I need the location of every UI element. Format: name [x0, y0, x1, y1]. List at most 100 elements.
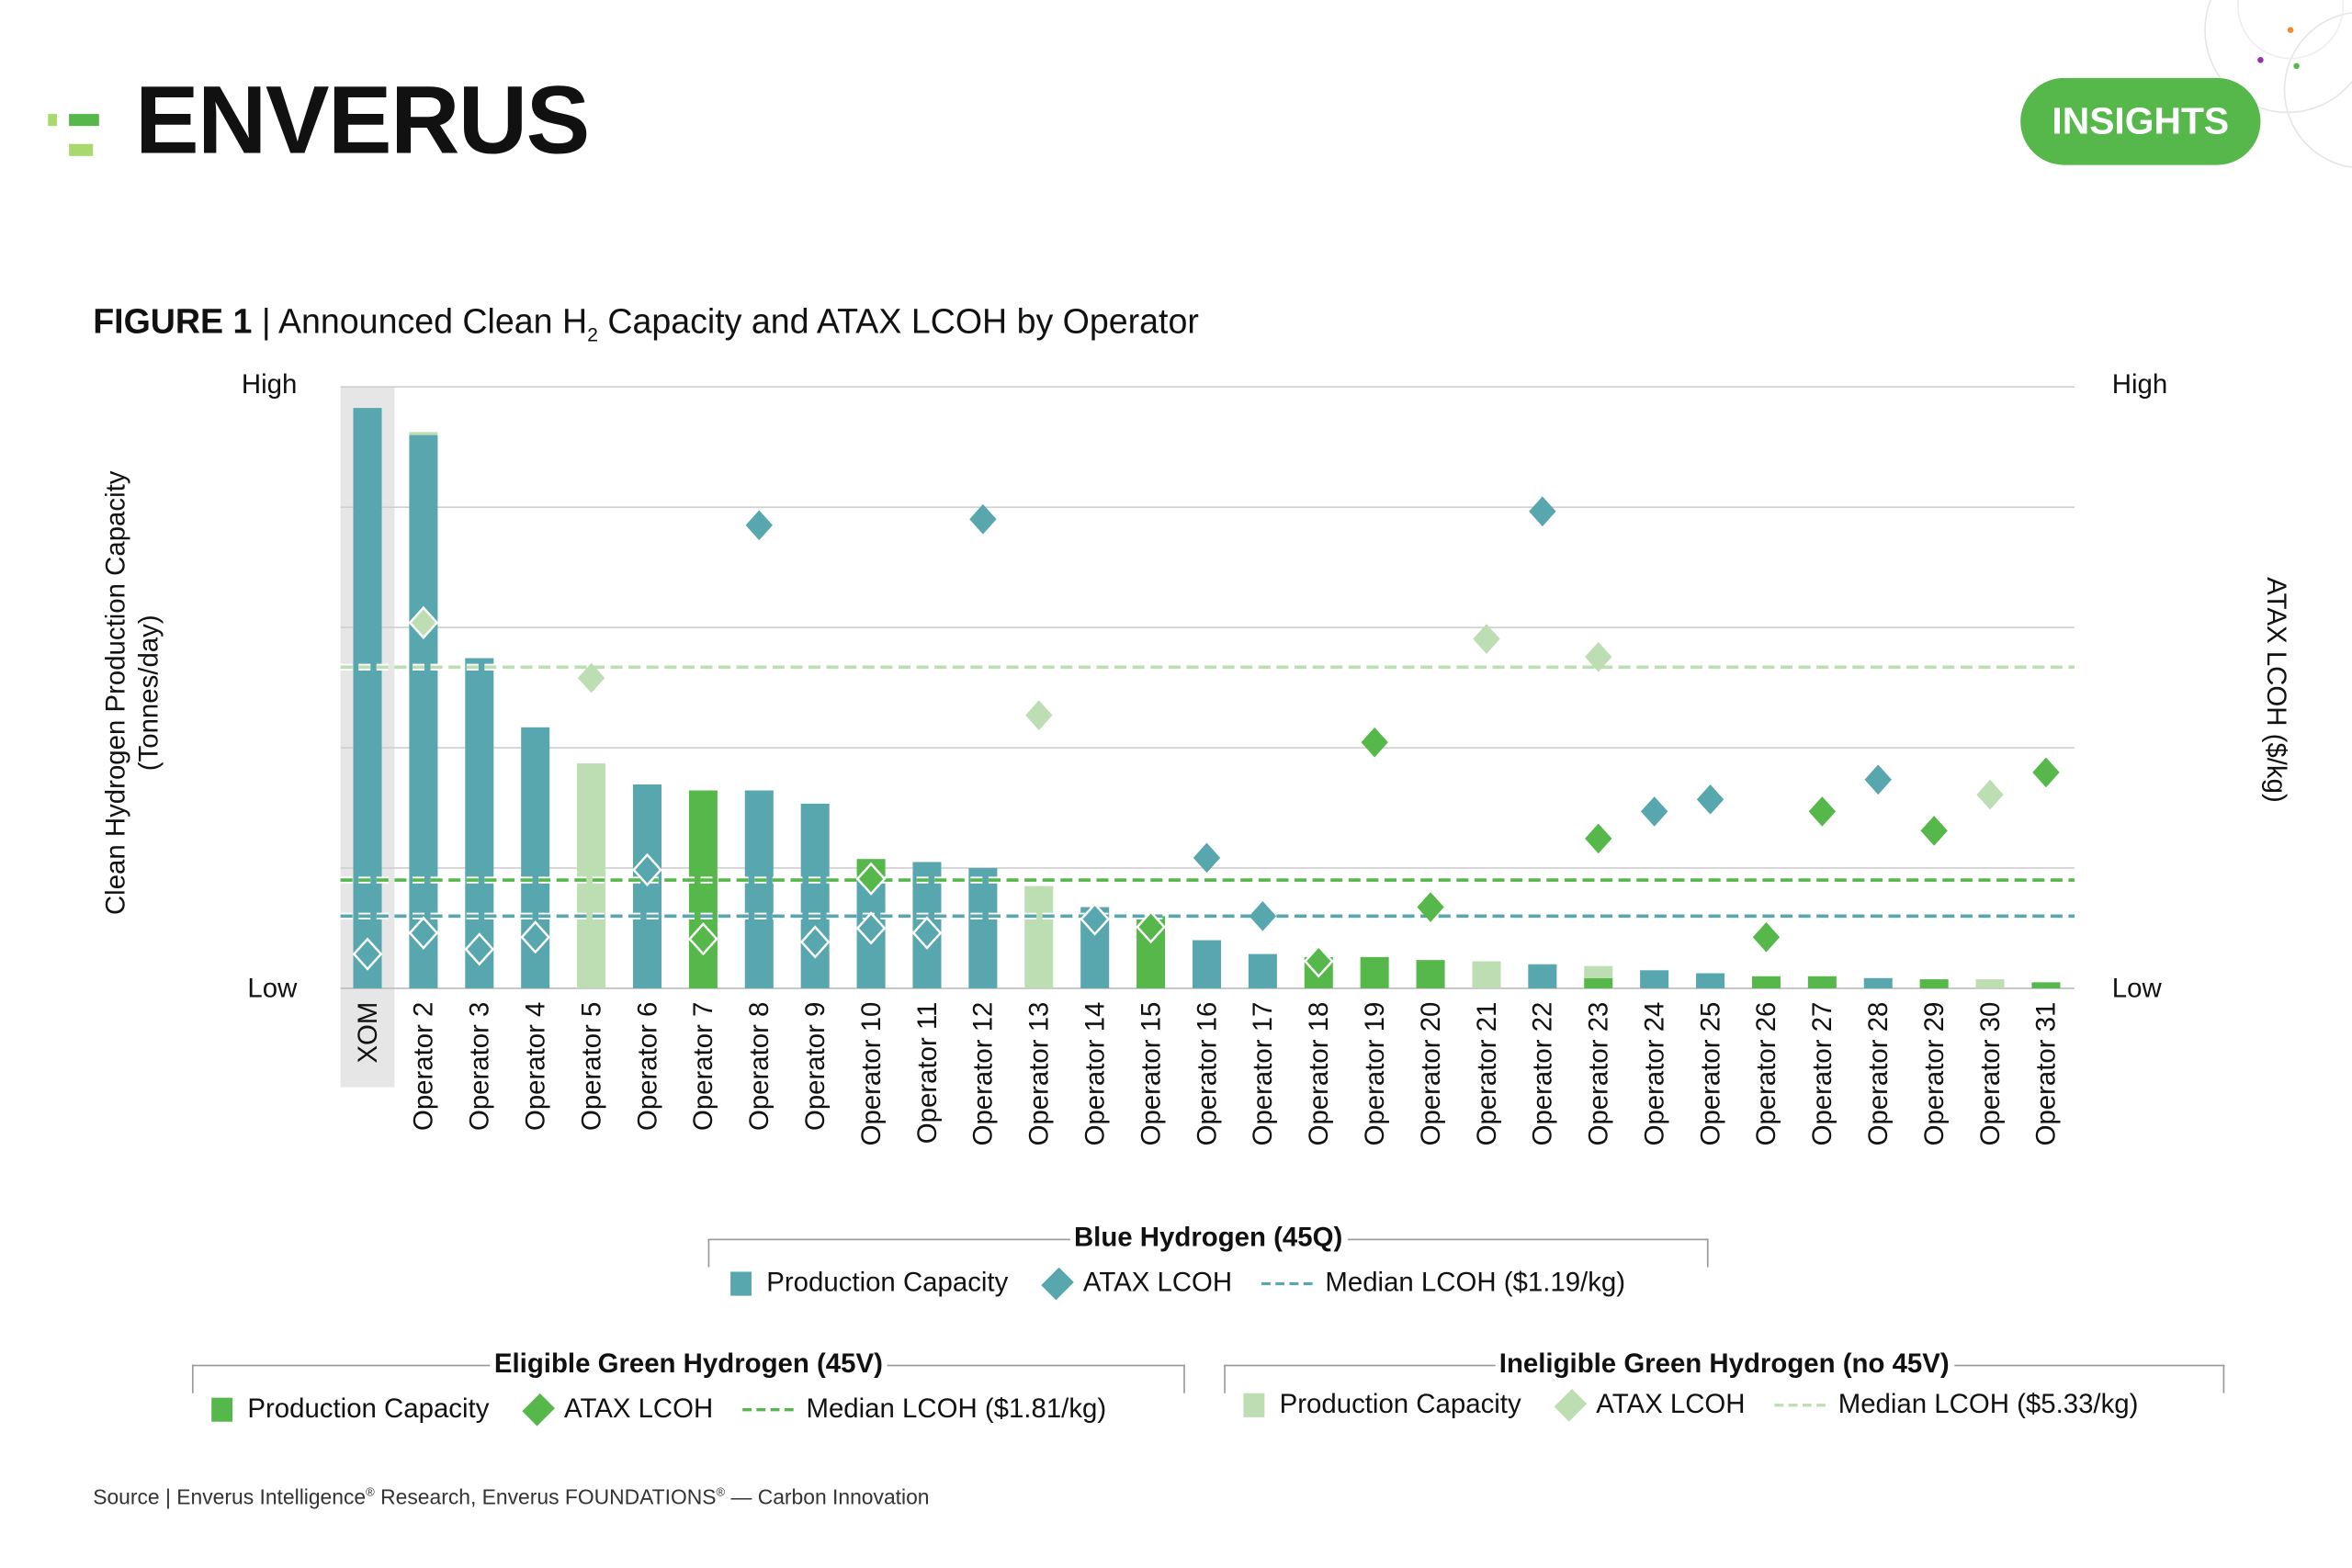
- left-axis-low: Low: [247, 973, 298, 1004]
- capacity-bar: [1975, 979, 2005, 988]
- lcoh-diamond: [1249, 901, 1277, 931]
- legend-label: Production Capacity: [247, 1393, 490, 1424]
- capacity-bar: [1919, 979, 1949, 988]
- x-tick-label: Operator 30: [1975, 1002, 2006, 1146]
- green-dash-line-icon: [742, 1407, 795, 1411]
- lcoh-diamond: [577, 662, 605, 694]
- lcoh-diamond: [1529, 496, 1556, 527]
- legend-ineligible-items: Production Capacity ATAX LCOH Median LCO…: [1243, 1388, 2139, 1421]
- capacity-bar: [409, 434, 438, 988]
- capacity-bar: [1192, 940, 1221, 988]
- lcoh-diamond: [520, 920, 551, 954]
- source-text: Source | Enverus Intelligence: [93, 1484, 367, 1509]
- x-tick-label: Operator 22: [1528, 1002, 1558, 1146]
- legend-label: Production Capacity: [1279, 1388, 1521, 1419]
- capacity-bar: [1024, 886, 1054, 988]
- lcoh-diamond: [1976, 779, 2004, 810]
- x-tick-label: Operator 12: [968, 1002, 999, 1146]
- figure-title-text: Announced Clean H: [277, 301, 588, 341]
- x-tick-label: Operator 27: [1807, 1002, 1838, 1146]
- capacity-bar: [1472, 961, 1501, 988]
- x-tick-label: Operator 17: [1248, 1002, 1278, 1146]
- lcoh-diamond: [855, 862, 887, 896]
- capacity-bar: [1248, 953, 1277, 988]
- x-tick-label: Operator 26: [1751, 1002, 1781, 1146]
- lcoh-diamond: [1417, 892, 1444, 922]
- legend-label: ATAX LCOH: [1082, 1267, 1233, 1298]
- figure-title-subscript: 2: [587, 322, 598, 346]
- x-tick-label: Operator 16: [1192, 1002, 1222, 1146]
- capacity-bar: [1584, 977, 1613, 988]
- capacity-bar: [353, 408, 382, 988]
- left-axis-high: High: [241, 368, 298, 400]
- legend-blue-title: Blue Hydrogen (45Q): [1069, 1222, 1348, 1254]
- x-tick-label: Operator 25: [1695, 1002, 1725, 1146]
- x-tick-label: Operator 6: [632, 1002, 662, 1131]
- insights-badge: INSIGHTS: [2020, 77, 2261, 165]
- lcoh-diamond: [911, 916, 943, 950]
- capacity-lcoh-chart: XOM Operator 2 Operator 3 Operator 4 Operato…: [340, 386, 2075, 1146]
- lcoh-diamond: [855, 911, 887, 945]
- lcoh-diamond: [969, 503, 997, 535]
- lcoh-diamond: [1303, 944, 1334, 978]
- legend-green-title: Eligible Green Hydrogen (45V): [490, 1348, 888, 1381]
- capacity-bar: [577, 763, 606, 988]
- legend-label: Median LCOH ($1.19/kg): [1325, 1267, 1626, 1298]
- blue-capacity-swatch: [730, 1270, 752, 1295]
- capacity-bar: [688, 790, 718, 988]
- legend-label: Median LCOH ($5.33/kg): [1838, 1388, 2139, 1419]
- x-tick-label: Operator 20: [1416, 1002, 1446, 1146]
- lcoh-diamond: [1025, 700, 1053, 731]
- x-tick-label: Operator 11: [912, 1002, 943, 1145]
- lcoh-diamond: [1920, 816, 1948, 846]
- x-tick-label: Operator 7: [688, 1002, 718, 1131]
- right-axis-high: High: [2111, 368, 2168, 400]
- figure-title: FIGURE 1 | Announced Clean H2 Capacity a…: [93, 301, 1199, 346]
- x-tick-label: Operator 5: [576, 1002, 606, 1131]
- x-tick-label: Operator 3: [465, 1002, 495, 1131]
- registered-mark: ®: [366, 1484, 375, 1499]
- legend-label: ATAX LCOH: [564, 1393, 714, 1424]
- lcoh-diamond: [1585, 823, 1612, 854]
- lcoh-diamond: [408, 916, 439, 950]
- capacity-bar: [1863, 977, 1893, 988]
- x-tick-label: Operator 28: [1863, 1002, 1894, 1146]
- capacity-bar: [1416, 960, 1445, 988]
- x-tick-label: Operator 4: [520, 1002, 550, 1131]
- legend-label: Production Capacity: [766, 1267, 1009, 1298]
- registered-mark: ®: [716, 1484, 726, 1499]
- x-tick-label: Operator 31: [2031, 1002, 2062, 1146]
- source-note: Source | Enverus Intelligence® Research,…: [93, 1484, 929, 1508]
- ineligible-dash-line-icon: [1775, 1403, 1826, 1406]
- capacity-bar: [968, 867, 998, 988]
- figure-label: FIGURE 1: [93, 301, 253, 341]
- capacity-bar: [1807, 976, 1837, 988]
- lcoh-diamond: [1752, 921, 1781, 953]
- source-text: Research, Enverus FOUNDATIONS: [374, 1484, 717, 1509]
- capacity-bar: [744, 790, 774, 988]
- capacity-bar: [1751, 976, 1781, 988]
- x-tick-label: Operator 10: [856, 1002, 887, 1146]
- lcoh-diamond: [632, 852, 662, 887]
- legend-green: Eligible Green Hydrogen (45V): [191, 1348, 1185, 1393]
- legend-label: Median LCOH ($1.81/kg): [806, 1393, 1107, 1424]
- lcoh-diamond: [408, 605, 439, 640]
- lcoh-diamond: [1193, 842, 1221, 874]
- capacity-bar: [1584, 965, 1613, 978]
- figure-title-text-end: Capacity and ATAX LCOH by Operator: [597, 301, 1199, 341]
- lcoh-diamond: [745, 510, 773, 541]
- lcoh-diamond: [1640, 796, 1668, 827]
- legend-blue-items: Production Capacity ATAX LCOH Median LCO…: [730, 1266, 1626, 1300]
- right-axis-low: Low: [2111, 973, 2162, 1004]
- lcoh-diamond: [1585, 641, 1612, 672]
- capacity-bar: [1640, 970, 1669, 988]
- decorative-circles: [2204, 0, 2352, 168]
- legend-ineligible-title: Ineligible Green Hydrogen (no 45V): [1494, 1348, 1954, 1381]
- x-tick-label: Operator 15: [1136, 1002, 1166, 1146]
- capacity-bar: [1696, 973, 1725, 988]
- green-diamond-icon: [522, 1393, 556, 1426]
- x-tick-label: Operator 19: [1360, 1002, 1390, 1146]
- blue-diamond-icon: [1041, 1266, 1074, 1300]
- capacity-bar: [1528, 964, 1557, 988]
